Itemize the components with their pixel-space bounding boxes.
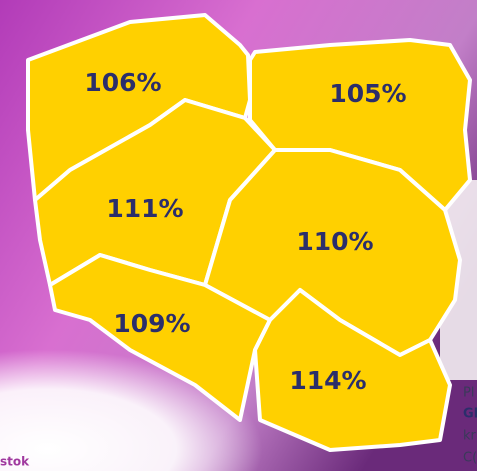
page: {"map": {"regions": [ {"label": "106%"},…: [0, 0, 477, 471]
text-fragment: kr: [463, 429, 477, 444]
region-label: 106%: [84, 68, 161, 97]
region-label: 109%: [113, 309, 190, 338]
region-label: 110%: [296, 227, 373, 256]
text-fragment: C(: [463, 451, 477, 466]
text-fragment: GI: [463, 407, 477, 422]
region-label: 111%: [106, 194, 183, 223]
region-label: 105%: [329, 79, 406, 108]
map-view: 106% 105% 111% 110% 109% 114% stok Pl GI…: [0, 0, 477, 471]
text-fragment: stok: [0, 455, 30, 469]
region-label: 114%: [289, 366, 366, 395]
text-fragment: Pl: [463, 386, 474, 401]
